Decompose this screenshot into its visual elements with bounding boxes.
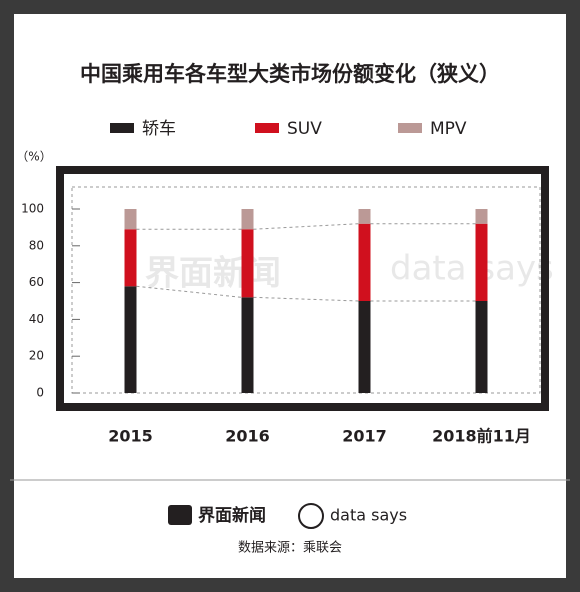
legend-label: SUV (287, 119, 322, 139)
x-tick-label: 2018前11月 (432, 427, 531, 446)
bar-segment (475, 209, 488, 224)
y-tick-label: 20 (29, 349, 44, 363)
plot-frame (56, 166, 549, 411)
bar-segment (358, 301, 371, 393)
bar-segment (475, 301, 488, 393)
bar-segment (241, 297, 254, 393)
y-tick-label: 60 (29, 275, 44, 289)
legend-swatch (255, 123, 279, 133)
bar-segment (124, 229, 137, 287)
legend-label: MPV (430, 119, 467, 139)
bar-segment (358, 209, 371, 224)
watermark: 界面新闻 (145, 254, 281, 294)
x-tick-label: 2016 (225, 427, 270, 446)
bar-segment (241, 209, 254, 230)
footer-brand: data says (330, 506, 407, 525)
footer-brand: 界面新闻 (198, 505, 266, 526)
legend-swatch (398, 123, 422, 133)
brand-logo (168, 505, 192, 525)
bar-segment (475, 223, 488, 301)
y-tick-label: 0 (36, 386, 44, 400)
x-tick-label: 2017 (342, 427, 387, 446)
y-tick-label: 40 (29, 312, 44, 326)
x-tick-label: 2015 (108, 427, 153, 446)
bar-segment (124, 209, 137, 230)
y-axis-label: （%） (16, 150, 51, 164)
y-tick-label: 100 (21, 202, 44, 216)
plot-area (71, 186, 541, 394)
watermark: data says (390, 249, 554, 289)
legend-label: 轿车 (142, 119, 176, 139)
bar-segment (358, 223, 371, 301)
bar-segment (241, 229, 254, 298)
y-tick-label: 80 (29, 238, 44, 252)
legend-swatch (110, 123, 134, 133)
chart-title: 中国乘用车各车型大类市场份额变化（狭义） (80, 62, 500, 86)
bar-segment (124, 286, 137, 393)
brand-logo (298, 503, 324, 529)
footer-source: 数据来源：乘联会 (238, 541, 342, 556)
